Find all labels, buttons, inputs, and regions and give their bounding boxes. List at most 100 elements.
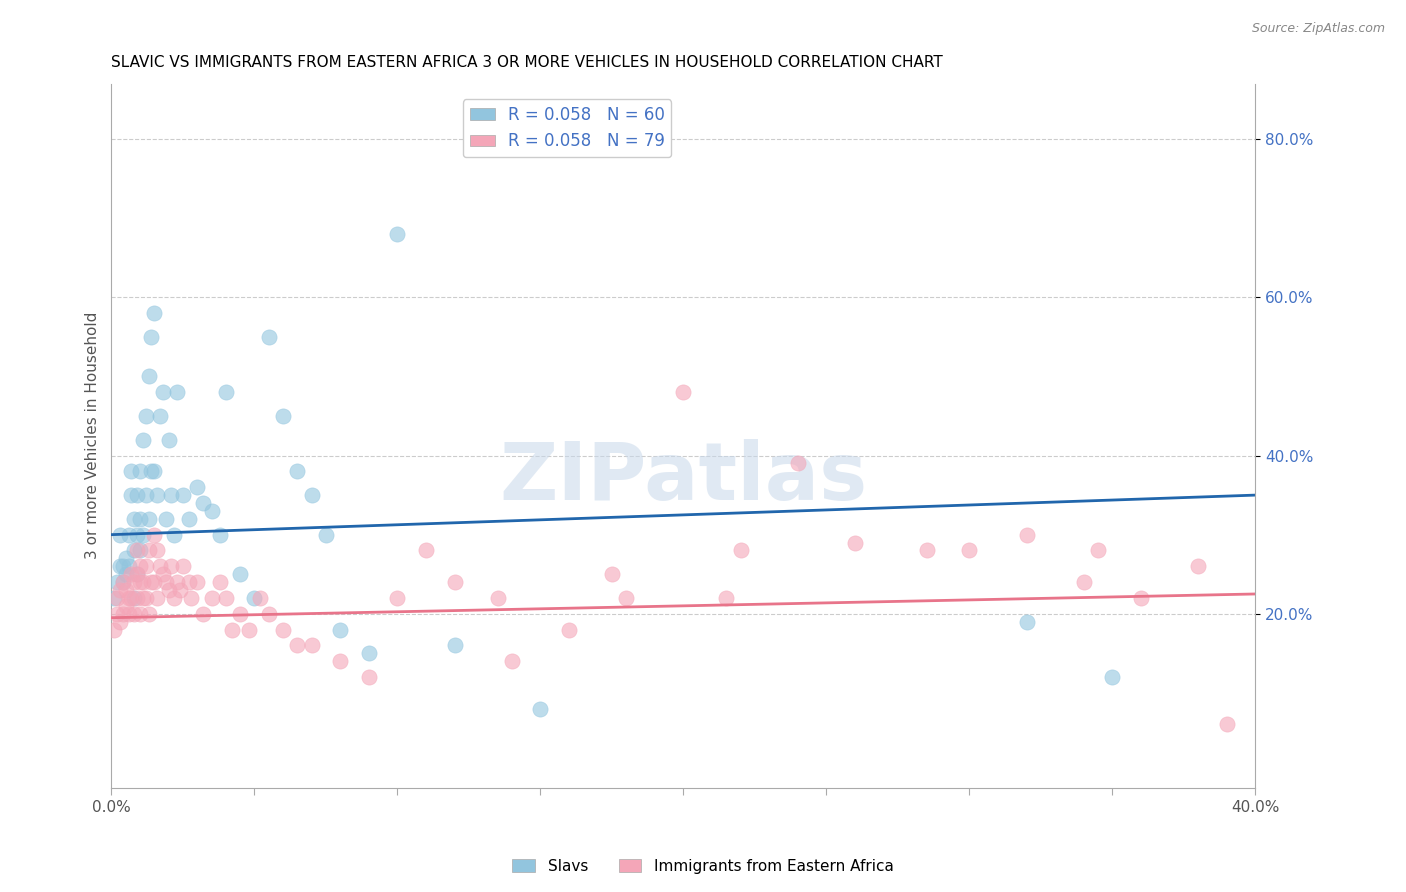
Point	[152, 567, 174, 582]
Point	[111, 607, 134, 621]
Point	[915, 543, 938, 558]
Point	[249, 591, 271, 605]
Point	[172, 488, 194, 502]
Point	[1187, 559, 1209, 574]
Point	[157, 433, 180, 447]
Point	[1015, 527, 1038, 541]
Point	[146, 543, 169, 558]
Point	[558, 623, 581, 637]
Point	[114, 599, 136, 613]
Point	[114, 582, 136, 597]
Point	[124, 512, 146, 526]
Point	[614, 591, 637, 605]
Point	[529, 701, 551, 715]
Point	[229, 607, 252, 621]
Point	[103, 591, 125, 605]
Point	[108, 559, 131, 574]
Legend: R = 0.058   N = 60, R = 0.058   N = 79: R = 0.058 N = 60, R = 0.058 N = 79	[463, 99, 672, 157]
Point	[129, 512, 152, 526]
Point	[1073, 575, 1095, 590]
Point	[443, 575, 465, 590]
Point	[146, 488, 169, 502]
Point	[129, 607, 152, 621]
Point	[143, 464, 166, 478]
Point	[271, 409, 294, 423]
Point	[209, 575, 232, 590]
Point	[301, 639, 323, 653]
Point	[111, 559, 134, 574]
Point	[186, 480, 208, 494]
Point	[135, 409, 157, 423]
Point	[117, 527, 139, 541]
Point	[155, 575, 177, 590]
Point	[329, 654, 352, 668]
Point	[129, 559, 152, 574]
Point	[124, 575, 146, 590]
Point	[387, 227, 409, 241]
Point	[1101, 670, 1123, 684]
Point	[215, 591, 238, 605]
Point	[166, 385, 188, 400]
Point	[127, 543, 149, 558]
Point	[672, 385, 695, 400]
Point	[160, 559, 183, 574]
Point	[138, 369, 160, 384]
Point	[600, 567, 623, 582]
Point	[716, 591, 738, 605]
Point	[501, 654, 523, 668]
Point	[114, 551, 136, 566]
Point	[132, 433, 155, 447]
Point	[191, 496, 214, 510]
Point	[200, 504, 222, 518]
Point	[257, 607, 280, 621]
Point	[1130, 591, 1153, 605]
Point	[135, 591, 157, 605]
Point	[238, 623, 260, 637]
Point	[177, 512, 200, 526]
Point	[114, 567, 136, 582]
Y-axis label: 3 or more Vehicles in Household: 3 or more Vehicles in Household	[86, 312, 100, 559]
Point	[105, 607, 128, 621]
Point	[138, 607, 160, 621]
Point	[127, 567, 149, 582]
Point	[221, 623, 243, 637]
Point	[257, 330, 280, 344]
Point	[120, 567, 142, 582]
Point	[149, 409, 172, 423]
Point	[486, 591, 509, 605]
Text: SLAVIC VS IMMIGRANTS FROM EASTERN AFRICA 3 OR MORE VEHICLES IN HOUSEHOLD CORRELA: SLAVIC VS IMMIGRANTS FROM EASTERN AFRICA…	[111, 55, 943, 70]
Point	[357, 670, 380, 684]
Point	[191, 607, 214, 621]
Point	[141, 464, 163, 478]
Point	[271, 623, 294, 637]
Point	[243, 591, 266, 605]
Point	[387, 591, 409, 605]
Point	[1015, 615, 1038, 629]
Point	[143, 527, 166, 541]
Point	[127, 527, 149, 541]
Point	[127, 591, 149, 605]
Point	[143, 575, 166, 590]
Point	[117, 559, 139, 574]
Point	[160, 488, 183, 502]
Point	[108, 615, 131, 629]
Point	[132, 527, 155, 541]
Point	[152, 385, 174, 400]
Point	[111, 575, 134, 590]
Point	[285, 639, 308, 653]
Point	[124, 591, 146, 605]
Point	[127, 567, 149, 582]
Point	[129, 575, 152, 590]
Point	[357, 646, 380, 660]
Point	[163, 527, 186, 541]
Point	[730, 543, 752, 558]
Point	[163, 591, 186, 605]
Point	[146, 591, 169, 605]
Point	[177, 575, 200, 590]
Point	[132, 575, 155, 590]
Point	[1087, 543, 1109, 558]
Text: Source: ZipAtlas.com: Source: ZipAtlas.com	[1251, 22, 1385, 36]
Point	[143, 306, 166, 320]
Point	[186, 575, 208, 590]
Point	[415, 543, 437, 558]
